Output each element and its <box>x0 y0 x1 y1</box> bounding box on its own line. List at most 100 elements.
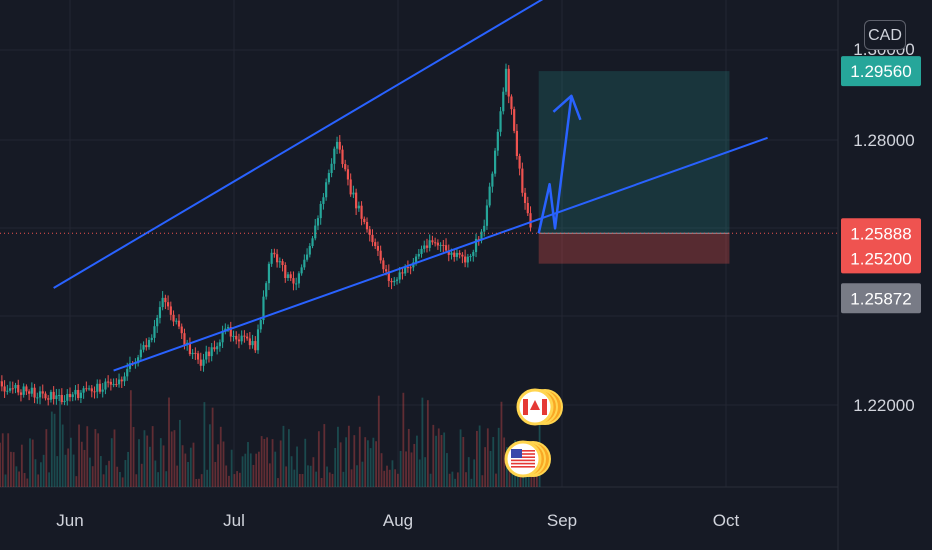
volume-bar <box>64 454 67 487</box>
lower-trendline[interactable] <box>113 136 768 372</box>
candle-body <box>101 389 104 392</box>
candle-body <box>374 242 377 247</box>
volume-bar <box>429 473 432 487</box>
volume-bar <box>369 448 372 487</box>
volume-bar <box>301 474 304 487</box>
volume-bar <box>83 449 86 487</box>
candle-body <box>128 363 132 369</box>
volume-bar <box>110 438 113 487</box>
candle-body <box>333 148 336 164</box>
candle-body <box>90 388 93 392</box>
candle-body <box>262 296 265 321</box>
usa-flag-icon <box>511 453 535 455</box>
volume-bar <box>486 428 489 487</box>
volume-bar <box>375 441 377 487</box>
candle-body <box>515 130 518 157</box>
candle-body <box>510 96 513 110</box>
upper-trendline[interactable] <box>53 0 566 289</box>
volume-bar <box>328 472 331 487</box>
volume-bar <box>149 446 151 487</box>
candle-body <box>79 392 82 399</box>
volume-bar <box>484 447 486 487</box>
volume-bar <box>290 456 293 487</box>
volume-bar <box>105 465 108 487</box>
candle-body <box>303 259 306 268</box>
candle-body <box>325 182 328 198</box>
candle-body <box>82 388 85 393</box>
usa-flag-event-coin[interactable] <box>504 440 542 478</box>
volume-bar <box>53 413 56 487</box>
volume-bar <box>372 437 375 487</box>
candle-body <box>265 283 268 297</box>
candle-body <box>115 384 118 386</box>
candle-body <box>276 254 279 263</box>
candle-body <box>472 252 475 257</box>
volume-bar <box>377 395 380 487</box>
usa-flag-icon <box>511 449 522 458</box>
candle-body <box>458 252 461 255</box>
volume-bar <box>135 474 138 487</box>
volume-bar <box>236 471 238 487</box>
projection-path[interactable] <box>537 95 573 234</box>
candle-body <box>417 253 420 257</box>
candle-body <box>49 391 53 400</box>
volume-bar <box>61 424 64 487</box>
candle-body <box>229 327 232 337</box>
candle-body <box>161 297 164 308</box>
volume-bar <box>15 466 18 487</box>
candle-body <box>256 329 260 351</box>
candle-body <box>428 240 431 248</box>
volume-bar <box>465 472 467 487</box>
volume-bar <box>459 429 462 487</box>
volume-bar <box>176 465 179 487</box>
volume-bar <box>67 448 70 487</box>
candle-body <box>409 267 412 269</box>
take-profit-price-label: 1.29560 <box>850 62 911 81</box>
volume-bar <box>320 478 323 487</box>
candle-body <box>243 335 246 337</box>
candle-body <box>8 388 12 391</box>
candle-body <box>365 221 369 230</box>
x-tick-label: Aug <box>383 511 413 530</box>
volume-bar <box>1 433 4 487</box>
volume-bar <box>399 450 402 487</box>
candle-body <box>93 391 96 393</box>
volume-bar <box>179 419 181 487</box>
volume-bar <box>446 453 448 487</box>
candle-body <box>344 164 347 170</box>
candle-body <box>150 337 153 341</box>
candle-body <box>425 245 429 248</box>
volume-bar <box>4 474 7 487</box>
volume-bar <box>102 474 105 487</box>
candle-body <box>466 256 469 263</box>
volume-bar <box>410 452 413 487</box>
volume-bar <box>192 442 195 487</box>
volume-bar <box>252 464 255 487</box>
volume-bar <box>298 473 301 487</box>
candle-body <box>363 218 366 222</box>
volume-bar <box>473 459 476 487</box>
volume-bar <box>233 474 236 487</box>
candle-body <box>322 197 325 204</box>
candle-body <box>58 394 61 396</box>
currency-badge[interactable]: CAD <box>864 20 906 50</box>
candle-body <box>401 272 404 274</box>
candle-body <box>28 391 31 394</box>
candle-body <box>175 320 178 322</box>
volume-bar <box>56 456 59 487</box>
volume-bar <box>195 478 198 487</box>
candle-body <box>87 388 91 390</box>
candle-body <box>496 131 499 151</box>
volume-bar <box>451 471 454 487</box>
candle-body <box>406 267 409 269</box>
candle-body <box>281 261 284 266</box>
volume-bar <box>413 443 416 487</box>
candle-body <box>504 68 508 92</box>
candle-body <box>207 351 211 357</box>
candle-body <box>74 389 77 395</box>
candle-body <box>393 280 396 283</box>
candle-body <box>199 359 202 366</box>
volume-bar <box>31 439 34 487</box>
